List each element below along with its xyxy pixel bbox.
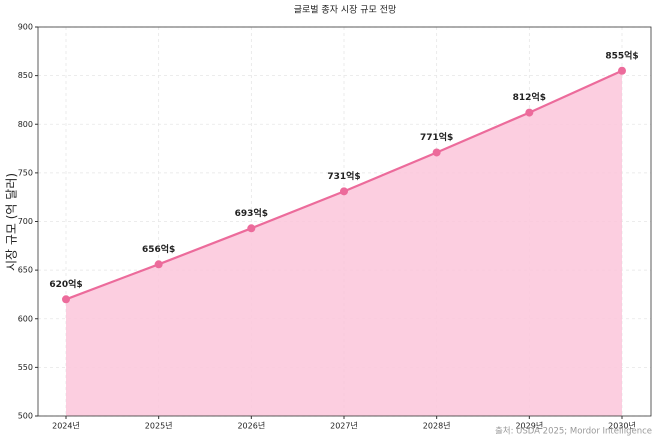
y-tick-label: 900 xyxy=(18,23,33,32)
x-tick-label: 2028년 xyxy=(423,421,451,431)
y-tick-label: 550 xyxy=(18,363,33,372)
point xyxy=(62,295,70,304)
source-note: 출처: USDA 2025; Mordor Intelligence xyxy=(495,426,652,437)
data-label: 812억$ xyxy=(513,91,546,103)
y-tick-label: 500 xyxy=(18,412,33,421)
x-tick-label: 2024년 xyxy=(52,421,80,431)
x-tick-label: 2029년 xyxy=(515,421,543,431)
y-tick-label: 800 xyxy=(18,120,33,129)
point xyxy=(247,224,256,233)
point xyxy=(154,260,163,269)
y-axis-label: 시장 규모 (억 달러) xyxy=(5,173,19,271)
point xyxy=(340,187,348,196)
x-tick-label: 2025년 xyxy=(145,421,173,431)
x-tick-label: 2027년 xyxy=(330,421,358,431)
x-tick-label: 2026년 xyxy=(237,421,265,431)
data-label: 693억$ xyxy=(235,207,268,219)
plot-frame xyxy=(37,26,652,417)
y-tick-label: 650 xyxy=(18,266,33,275)
y-tick-label: 600 xyxy=(18,314,33,323)
point xyxy=(525,108,534,117)
y-tick-label: 750 xyxy=(18,168,33,177)
data-label: 855억$ xyxy=(605,49,638,61)
data-label: 656억$ xyxy=(142,243,175,255)
y-tick-label: 850 xyxy=(18,71,33,80)
data-label: 771억$ xyxy=(420,131,453,143)
chart-title: 글로벌 종자 시장 규모 전망 xyxy=(294,5,397,16)
point xyxy=(432,148,441,157)
data-label: 731억$ xyxy=(327,170,360,182)
point xyxy=(618,66,626,75)
y-tick-label: 700 xyxy=(18,217,33,226)
x-tick-label: 2030년 xyxy=(608,421,636,431)
data-label: 620억$ xyxy=(49,278,82,290)
area xyxy=(66,70,622,416)
